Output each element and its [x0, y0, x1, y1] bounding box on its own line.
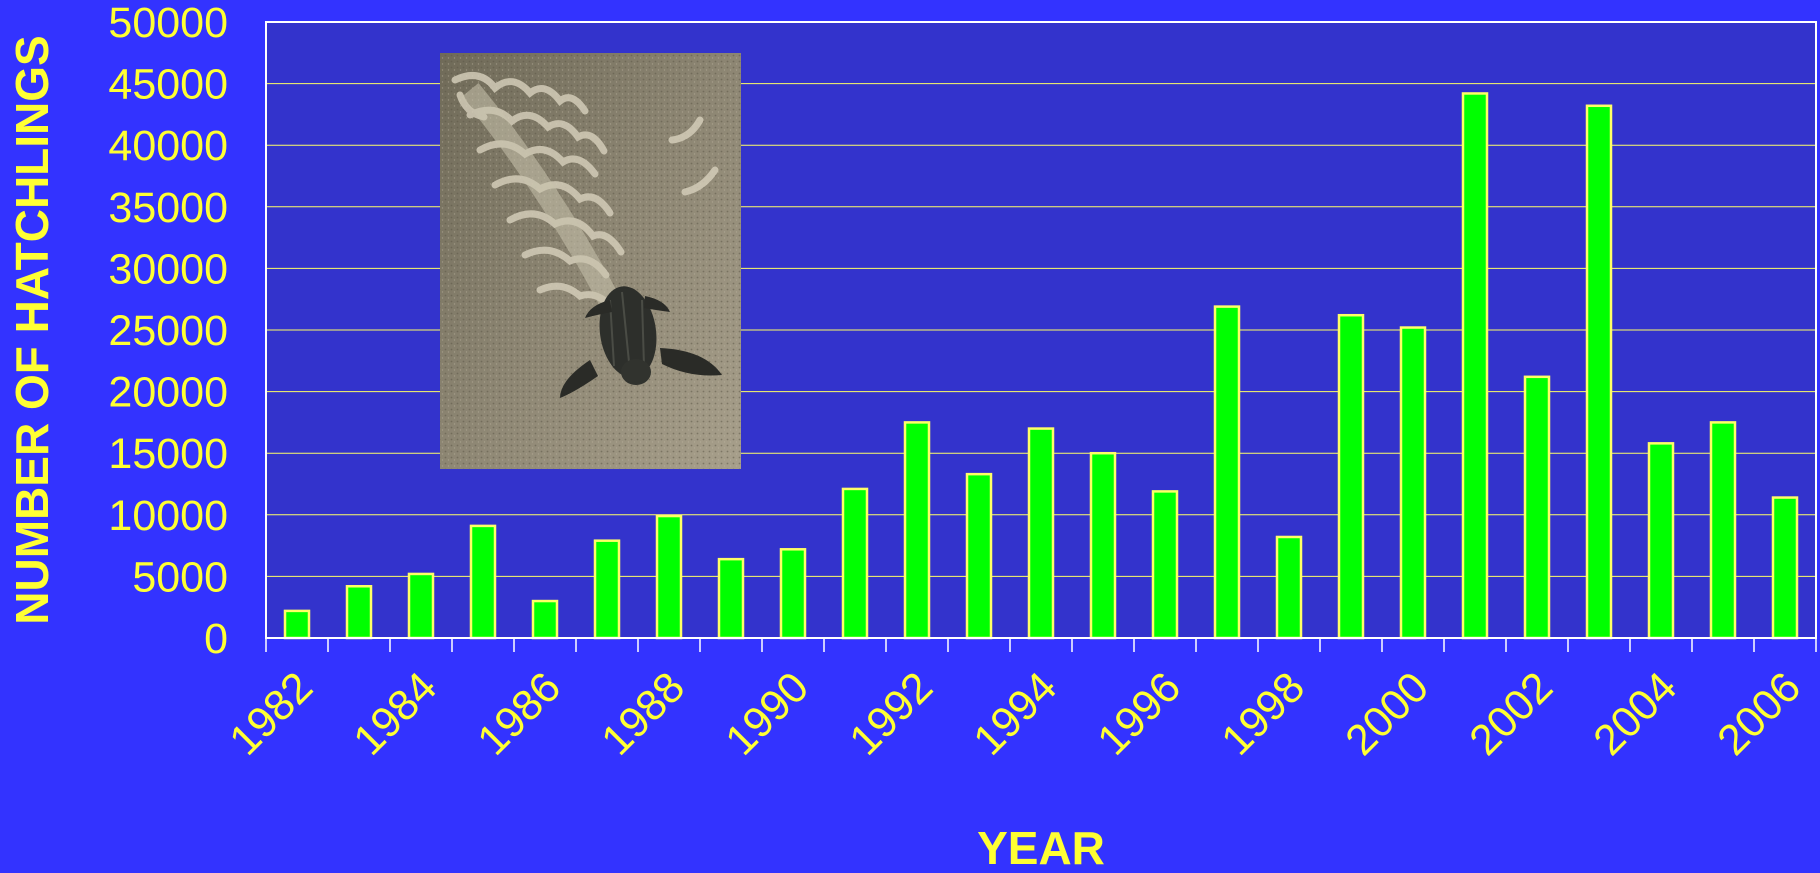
bar: [1399, 326, 1427, 640]
y-axis-tick-labels: 0 5000 10000 15000 20000 25000 30000 35000 40000…: [108, 0, 228, 663]
flipper-track-marks: [451, 72, 719, 314]
y-tick-label: 25000: [108, 307, 228, 355]
bar: [469, 524, 497, 640]
y-tick-label: 10000: [108, 492, 228, 540]
x-tick-label: 1988: [592, 663, 694, 765]
bar: [655, 514, 683, 640]
bar: [1647, 442, 1675, 640]
bar: [1771, 496, 1799, 640]
y-tick-label: 45000: [108, 61, 228, 109]
bar: [1585, 104, 1613, 640]
y-tick-label: 30000: [108, 245, 228, 293]
x-tick-label: 1998: [1212, 663, 1314, 765]
bar: [903, 421, 931, 640]
bar: [1027, 427, 1055, 640]
x-tick-label: 2004: [1584, 663, 1686, 765]
y-tick-label: 40000: [108, 122, 228, 170]
x-tick-label: 2006: [1708, 663, 1810, 765]
y-axis-title: NUMBER OF HATCHLINGS: [6, 35, 58, 624]
x-tick-label: 1990: [716, 663, 818, 765]
bar: [1275, 535, 1303, 640]
bar: [407, 572, 435, 640]
hatchling-photo: [440, 53, 741, 469]
bar: [345, 585, 373, 640]
bar: [1337, 313, 1365, 640]
x-tick-label: 1992: [840, 663, 942, 765]
bar: [1213, 305, 1241, 640]
x-tick-label: 1982: [220, 663, 322, 765]
x-tick-label: 1984: [344, 663, 446, 765]
bar: [1523, 375, 1551, 640]
bar: [531, 599, 559, 640]
y-tick-label: 15000: [108, 430, 228, 478]
x-tick-label: 1986: [468, 663, 570, 765]
bars: [283, 92, 1799, 640]
bar: [779, 548, 807, 640]
bar: [965, 472, 993, 640]
bar: [717, 557, 745, 640]
bar: [1709, 421, 1737, 640]
x-axis-title: YEAR: [977, 822, 1105, 873]
y-tick-label: 20000: [108, 369, 228, 417]
y-tick-label: 50000: [108, 0, 228, 47]
bar: [841, 487, 869, 640]
bar: [1461, 92, 1489, 640]
bar: [1089, 451, 1117, 640]
x-tick-label: 1994: [964, 663, 1066, 765]
bar: [283, 609, 311, 640]
x-tick-label: 1996: [1088, 663, 1190, 765]
y-tick-label: 35000: [108, 184, 228, 232]
y-tick-label: 0: [204, 615, 228, 663]
turtle-hatchling: [560, 286, 722, 398]
x-tick-label: 2002: [1460, 663, 1562, 765]
y-tick-label: 5000: [132, 553, 228, 601]
x-axis: [265, 637, 1817, 652]
bar: [1151, 490, 1179, 640]
x-tick-label: 2000: [1336, 663, 1438, 765]
x-axis-tick-labels: 1982 1984 1986 1988 1990 1992 1994 1996 1998 2000…: [220, 663, 1810, 765]
bar: [593, 539, 621, 640]
